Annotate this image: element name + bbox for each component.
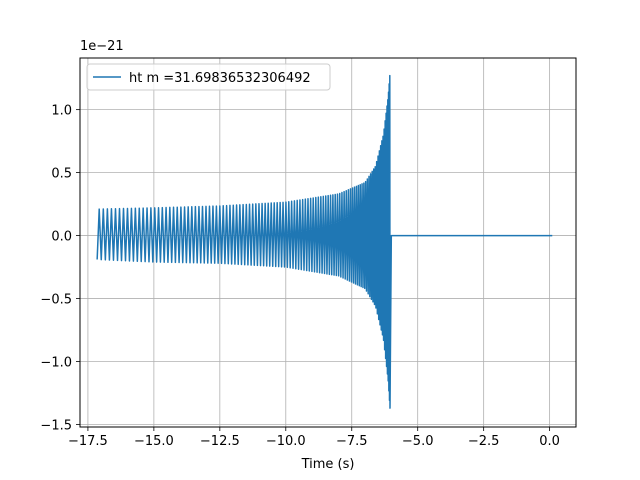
x-tick-label: −7.5 bbox=[336, 434, 368, 449]
y-axis-scale-label: 1e−21 bbox=[80, 39, 124, 54]
y-tick-label: 0.5 bbox=[51, 167, 72, 182]
y-tick-label: −1.5 bbox=[40, 418, 72, 433]
series-layer bbox=[96, 74, 553, 409]
x-tick-label: 0.0 bbox=[539, 434, 560, 449]
x-tick-label: −10.0 bbox=[266, 434, 306, 449]
legend-label: ht m =31.69836532306492 bbox=[129, 71, 311, 86]
series-line-ht bbox=[96, 74, 553, 409]
x-tick-label: −15.0 bbox=[134, 434, 174, 449]
legend: ht m =31.69836532306492 bbox=[86, 63, 331, 91]
x-axis-label: Time (s) bbox=[301, 457, 355, 472]
y-tick-label: 0.0 bbox=[51, 230, 72, 245]
y-tick-label: −0.5 bbox=[40, 293, 72, 308]
y-axis-ticks: −1.5 −1.0 −0.5 0.0 0.5 1.0 bbox=[40, 104, 80, 433]
x-tick-label: −17.5 bbox=[68, 434, 108, 449]
plot-frame bbox=[79, 57, 577, 428]
legend-box bbox=[86, 63, 331, 91]
x-tick-label: −5.0 bbox=[402, 434, 434, 449]
y-tick-label: −1.0 bbox=[40, 356, 72, 371]
grid bbox=[80, 58, 576, 427]
y-tick-label: 1.0 bbox=[51, 104, 72, 119]
x-axis-ticks: −17.5 −15.0 −12.5 −10.0 −7.5 −5.0 −2.5 0.0 bbox=[68, 427, 560, 449]
x-tick-label: −2.5 bbox=[468, 434, 500, 449]
x-tick-label: −12.5 bbox=[200, 434, 240, 449]
